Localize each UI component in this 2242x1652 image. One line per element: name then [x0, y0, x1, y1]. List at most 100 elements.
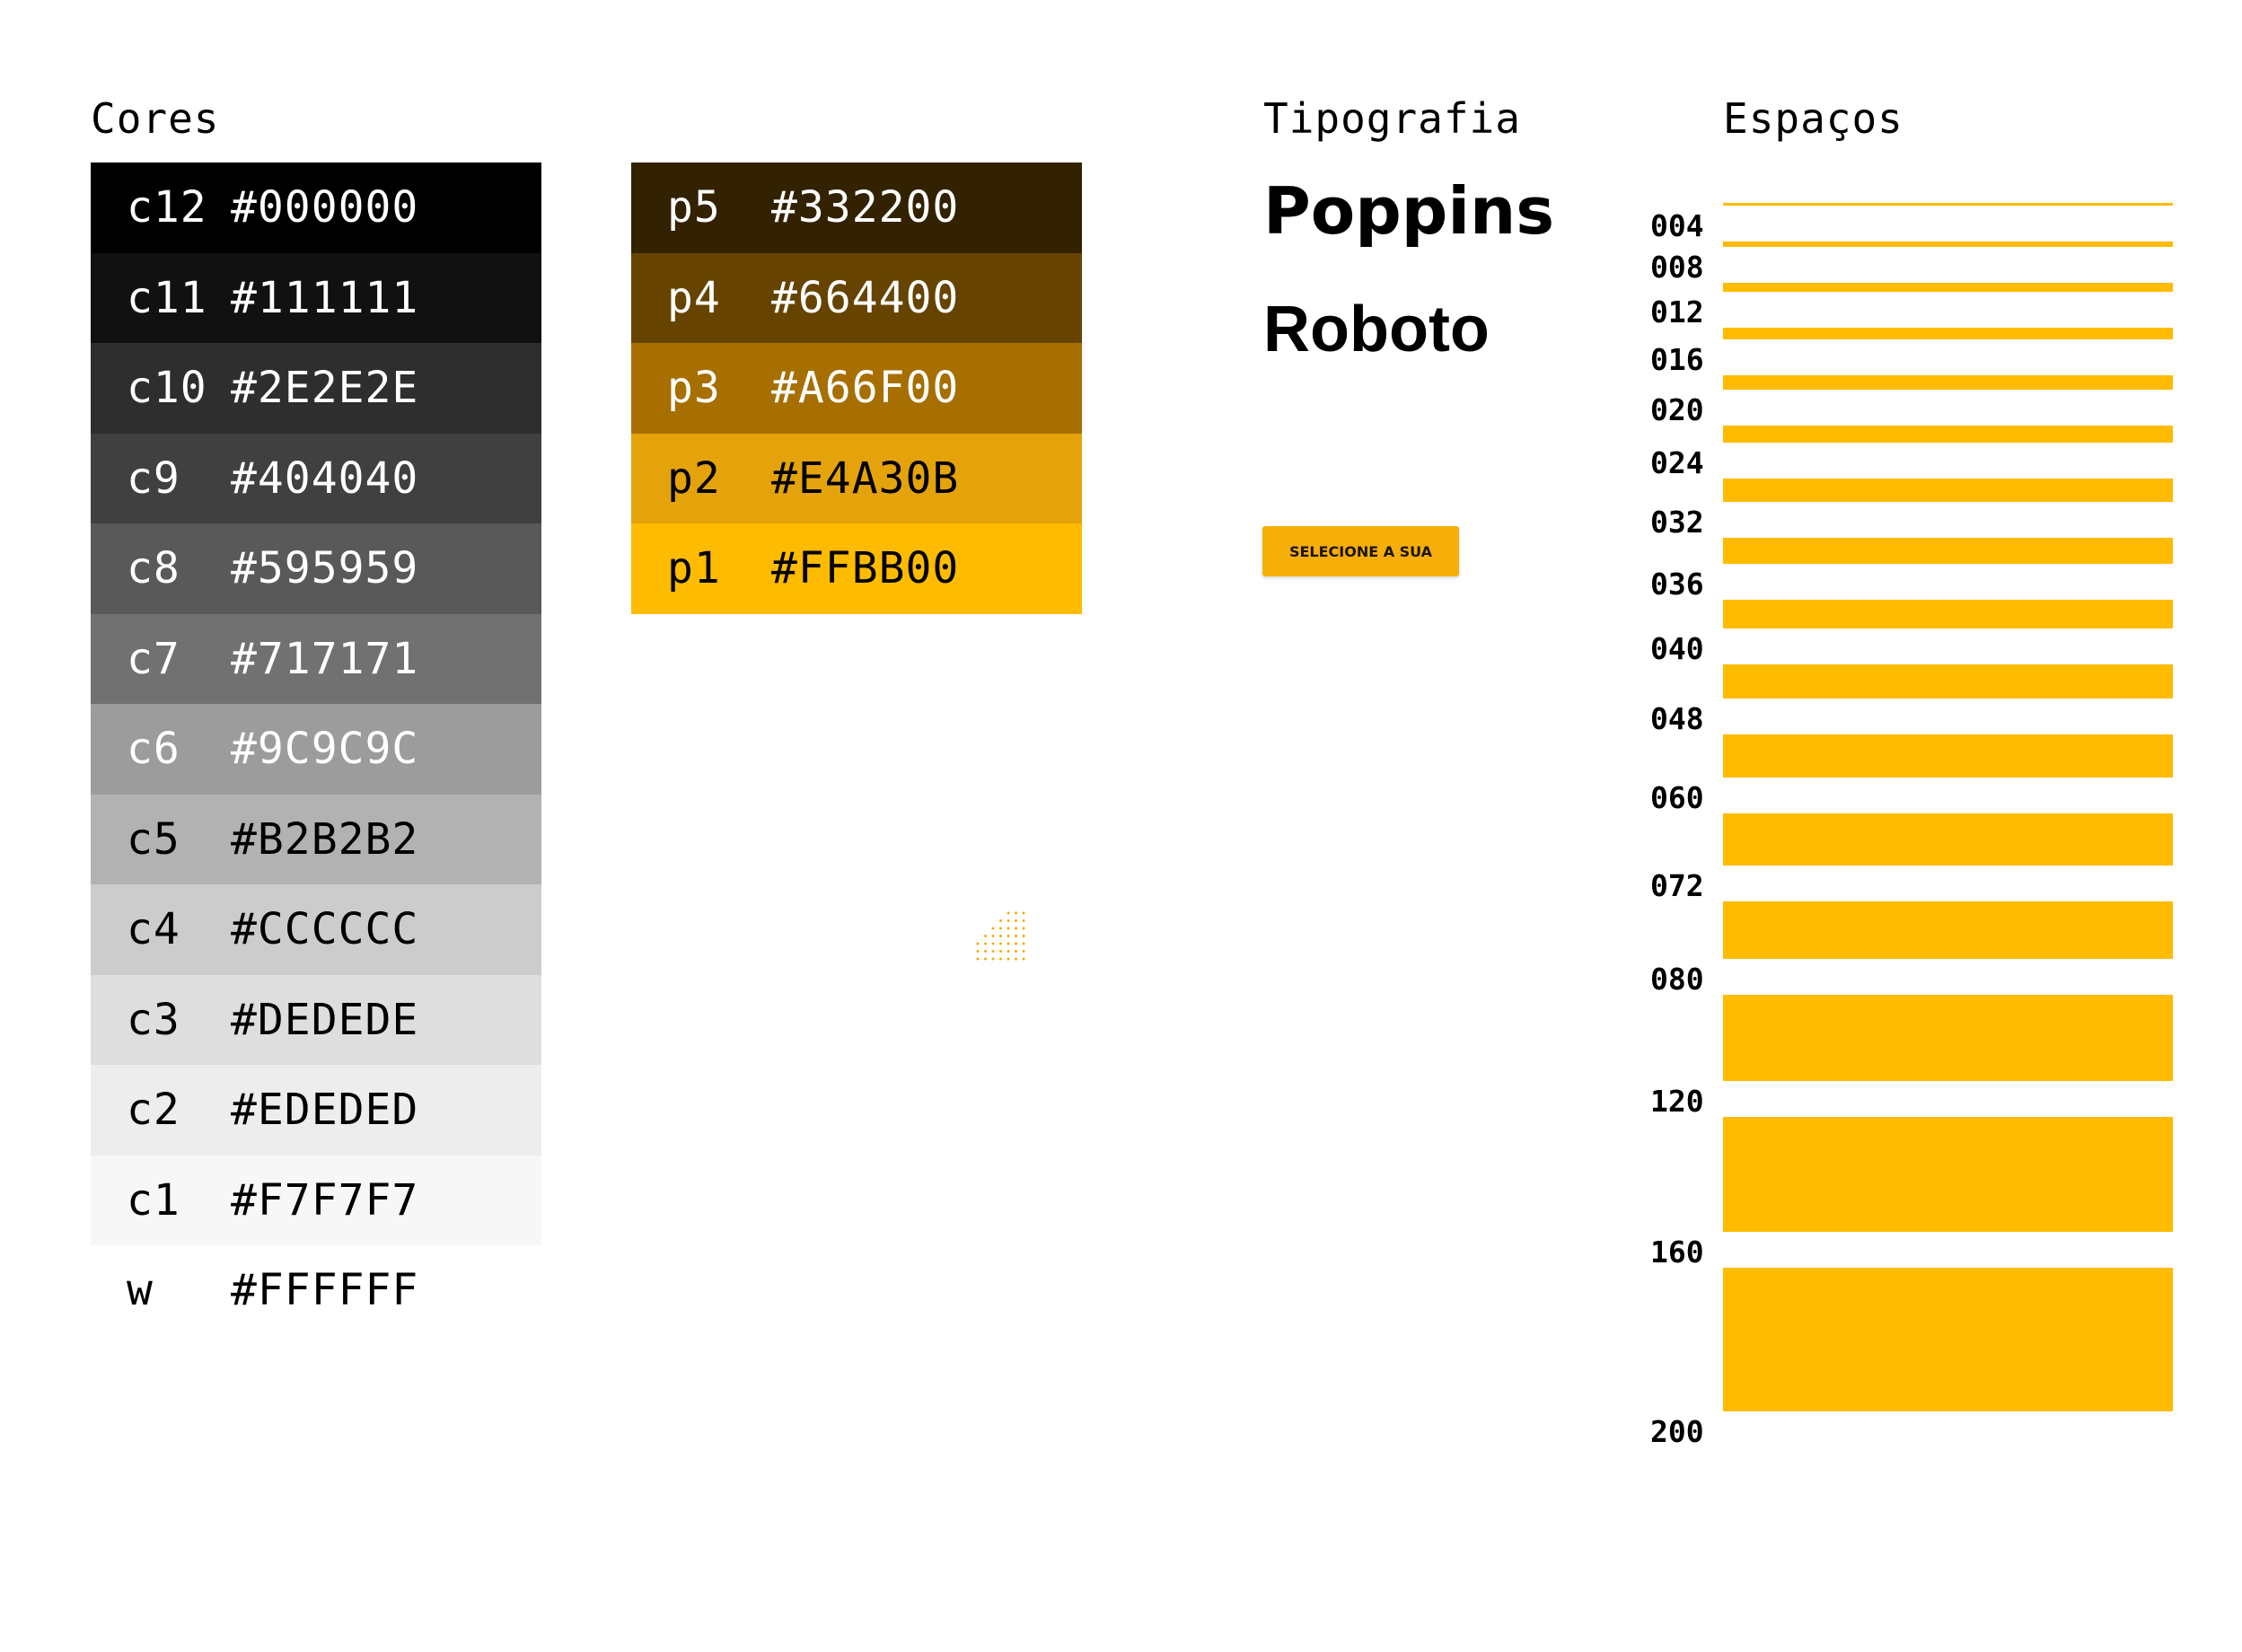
dot [1022, 911, 1025, 915]
dot [1015, 927, 1017, 930]
spacing-bar-012 [1723, 283, 2173, 292]
dot [1015, 957, 1017, 961]
dot [1022, 935, 1025, 937]
spacing-bar-160 [1723, 1117, 2173, 1232]
spacing-label-032: 032 [1650, 505, 1704, 540]
swatch-name: w [127, 1265, 154, 1316]
swatch-name: p2 [667, 453, 721, 504]
swatch-name: c12 [127, 182, 207, 233]
swatch-name: c1 [127, 1174, 180, 1226]
spacing-label-020: 020 [1650, 392, 1704, 427]
swatch-hex: #FFFFFF [231, 1265, 419, 1316]
dot [984, 957, 987, 961]
dot [1007, 957, 1010, 961]
dot-grid-decoration [976, 911, 1025, 961]
spacing-bar-060 [1723, 734, 2173, 778]
swatch-hex: #664400 [771, 272, 960, 323]
dot [984, 942, 987, 945]
gray-swatch-c12: c12 #000000 [91, 163, 541, 253]
dot [991, 927, 995, 930]
swatch-hex: #F7F7F7 [231, 1174, 419, 1226]
dot [991, 957, 995, 961]
swatch-hex: #9C9C9C [231, 724, 419, 775]
dot [976, 950, 980, 953]
spacing-label-060: 060 [1650, 780, 1704, 815]
dot [1015, 942, 1017, 945]
swatch-name: c10 [127, 363, 207, 414]
swatch-name: p1 [667, 543, 721, 594]
spacing-label-080: 080 [1650, 962, 1704, 997]
spacing-bar-016 [1723, 328, 2173, 339]
dot [1022, 957, 1025, 961]
dot [984, 950, 987, 953]
dot [976, 942, 980, 945]
spacing-bar-040 [1723, 600, 2173, 628]
spacing-bar-048 [1723, 664, 2173, 699]
gray-swatch-c9: c9 #404040 [91, 433, 541, 523]
primary-swatch-p2: p2 #E4A30B [631, 433, 1082, 523]
dot [1022, 950, 1025, 953]
select-button[interactable]: SELECIONE A SUA [1262, 526, 1459, 576]
swatch-name: c7 [127, 633, 180, 684]
spacing-label-040: 040 [1650, 631, 1704, 666]
swatch-hex: #FFBB00 [771, 543, 960, 594]
gray-swatch-c4: c4 #CCCCCC [91, 884, 541, 975]
primary-palette: p5 #332200 p4 #664400 p3 #A66F00 p2 #E4A30B p1 #F… [631, 163, 1082, 614]
dot [1015, 935, 1017, 937]
spacing-bar-080 [1723, 901, 2173, 959]
dot [999, 950, 1002, 953]
spacing-bar-020 [1723, 375, 2173, 390]
primary-swatch-p1: p1 #FFBB00 [631, 523, 1082, 614]
swatch-hex: #000000 [231, 182, 419, 233]
dot [1007, 942, 1010, 945]
gray-swatch-c1: c1 #F7F7F7 [91, 1155, 541, 1245]
spacing-bar-120 [1723, 995, 2173, 1081]
spacing-label-004: 004 [1650, 208, 1704, 243]
dot [999, 957, 1002, 961]
gray-swatch-c3: c3 #DEDEDE [91, 974, 541, 1065]
dot [976, 957, 980, 961]
spacing-label-036: 036 [1650, 567, 1704, 602]
dot [1007, 935, 1010, 937]
primary-swatch-p4: p4 #664400 [631, 252, 1082, 343]
spacing-bar-004 [1723, 203, 2173, 206]
dot [999, 919, 1002, 922]
swatch-name: c4 [127, 904, 180, 955]
spacing-label-016: 016 [1650, 342, 1704, 377]
swatch-name: c11 [127, 272, 207, 323]
spacing-bar-036 [1723, 538, 2173, 564]
swatch-name: c6 [127, 724, 180, 775]
swatch-hex: #E4A30B [771, 453, 960, 504]
spacing-label-024: 024 [1650, 445, 1704, 480]
dot [984, 935, 987, 937]
swatch-hex: #404040 [231, 453, 419, 504]
spacing-label-160: 160 [1650, 1235, 1704, 1270]
colors-section-title: Cores [91, 94, 220, 143]
spacing-label-048: 048 [1650, 701, 1704, 736]
dot [1015, 950, 1017, 953]
dot [1015, 919, 1017, 922]
swatch-hex: #111111 [231, 272, 419, 323]
swatch-hex: #332200 [771, 182, 960, 233]
dot [1007, 950, 1010, 953]
dot [999, 942, 1002, 945]
spacing-label-072: 072 [1650, 868, 1704, 903]
swatch-name: c5 [127, 813, 180, 865]
swatch-hex: #DEDEDE [231, 994, 419, 1045]
dot [1022, 927, 1025, 930]
spacing-bar-008 [1723, 242, 2173, 247]
dot [991, 935, 995, 937]
dot [1015, 911, 1017, 915]
spacing-label-012: 012 [1650, 294, 1704, 330]
swatch-hex: #717171 [231, 633, 419, 684]
swatch-name: p5 [667, 182, 721, 233]
gray-swatch-c6: c6 #9C9C9C [91, 704, 541, 795]
spacing-label-008: 008 [1650, 250, 1704, 285]
font-sample-roboto: Roboto [1263, 294, 1490, 365]
dot [1007, 927, 1010, 930]
font-sample-poppins: Poppins [1263, 173, 1555, 249]
dot [1022, 919, 1025, 922]
gray-swatch-c8: c8 #595959 [91, 523, 541, 614]
swatch-name: c2 [127, 1085, 180, 1136]
